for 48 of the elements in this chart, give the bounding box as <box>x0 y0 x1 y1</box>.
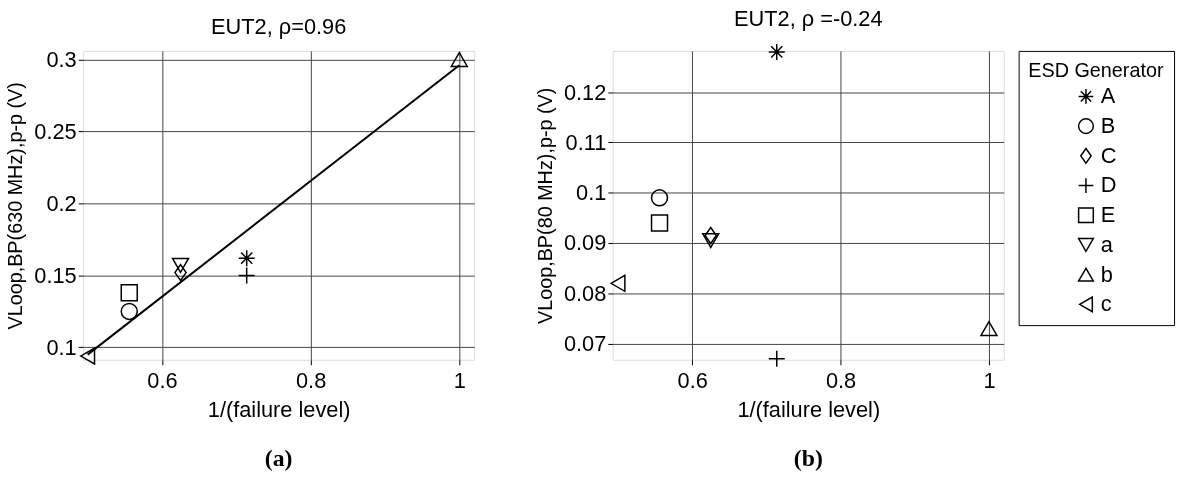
legend-label: c <box>1100 291 1112 317</box>
y-tick-label: 0.1 <box>576 180 607 206</box>
legend-label: E <box>1100 202 1116 228</box>
point <box>650 189 669 207</box>
x-tick-label: 0.6 <box>677 367 708 393</box>
y-tick-label: 0.1 <box>46 334 77 360</box>
point <box>610 274 626 293</box>
y-tick-label: 0.12 <box>563 79 607 105</box>
point <box>79 347 96 365</box>
x-axis-title: 1/(failure level) <box>207 396 351 422</box>
point <box>237 249 256 267</box>
x-tick-label: 1 <box>983 367 996 393</box>
y-tick-label: 0.09 <box>563 230 607 256</box>
point <box>237 266 256 285</box>
y-tick-label: 0.11 <box>565 129 607 155</box>
point <box>980 320 998 337</box>
x-axis-title: 1/(failure level) <box>737 396 881 422</box>
legend-label: C <box>1100 142 1117 168</box>
y-tick-label: 0.2 <box>46 190 77 216</box>
y-tick-label: 0.07 <box>563 331 607 357</box>
x-tick-label: 1 <box>453 367 466 393</box>
chart-title: EUT2, ρ=0.96 <box>211 13 347 39</box>
y-tick-label: 0.25 <box>34 118 77 144</box>
x-tick-label: 0.6 <box>147 367 178 393</box>
point <box>768 43 786 61</box>
point <box>120 283 138 302</box>
legend-label: B <box>1100 113 1116 139</box>
point <box>120 302 138 321</box>
point <box>701 232 720 249</box>
text: (a) <box>264 444 293 471</box>
legend-label: b <box>1100 261 1113 287</box>
y-tick-label: 0.08 <box>563 280 607 306</box>
point <box>171 257 190 274</box>
text: (b) <box>793 444 823 471</box>
y-tick-label: 0.3 <box>46 46 77 72</box>
y-axis-title: VLoop,BP(80 MHz),p-p (V) <box>534 87 557 325</box>
chart-title: EUT2, ρ =-0.24 <box>734 6 883 32</box>
legend-label: A <box>1100 83 1116 109</box>
point <box>704 226 718 245</box>
point <box>650 214 669 232</box>
y-axis-title: VLoop,BP(630 MHz),p-p (V) <box>4 82 27 330</box>
legend-label: a <box>1100 231 1114 257</box>
legend-title: ESD Generator <box>1028 58 1164 81</box>
point <box>450 51 469 68</box>
x-tick-label: 0.8 <box>295 367 327 393</box>
y-tick-label: 0.15 <box>34 262 77 288</box>
x-tick-label: 0.8 <box>825 367 857 393</box>
legend-label: D <box>1100 172 1117 198</box>
